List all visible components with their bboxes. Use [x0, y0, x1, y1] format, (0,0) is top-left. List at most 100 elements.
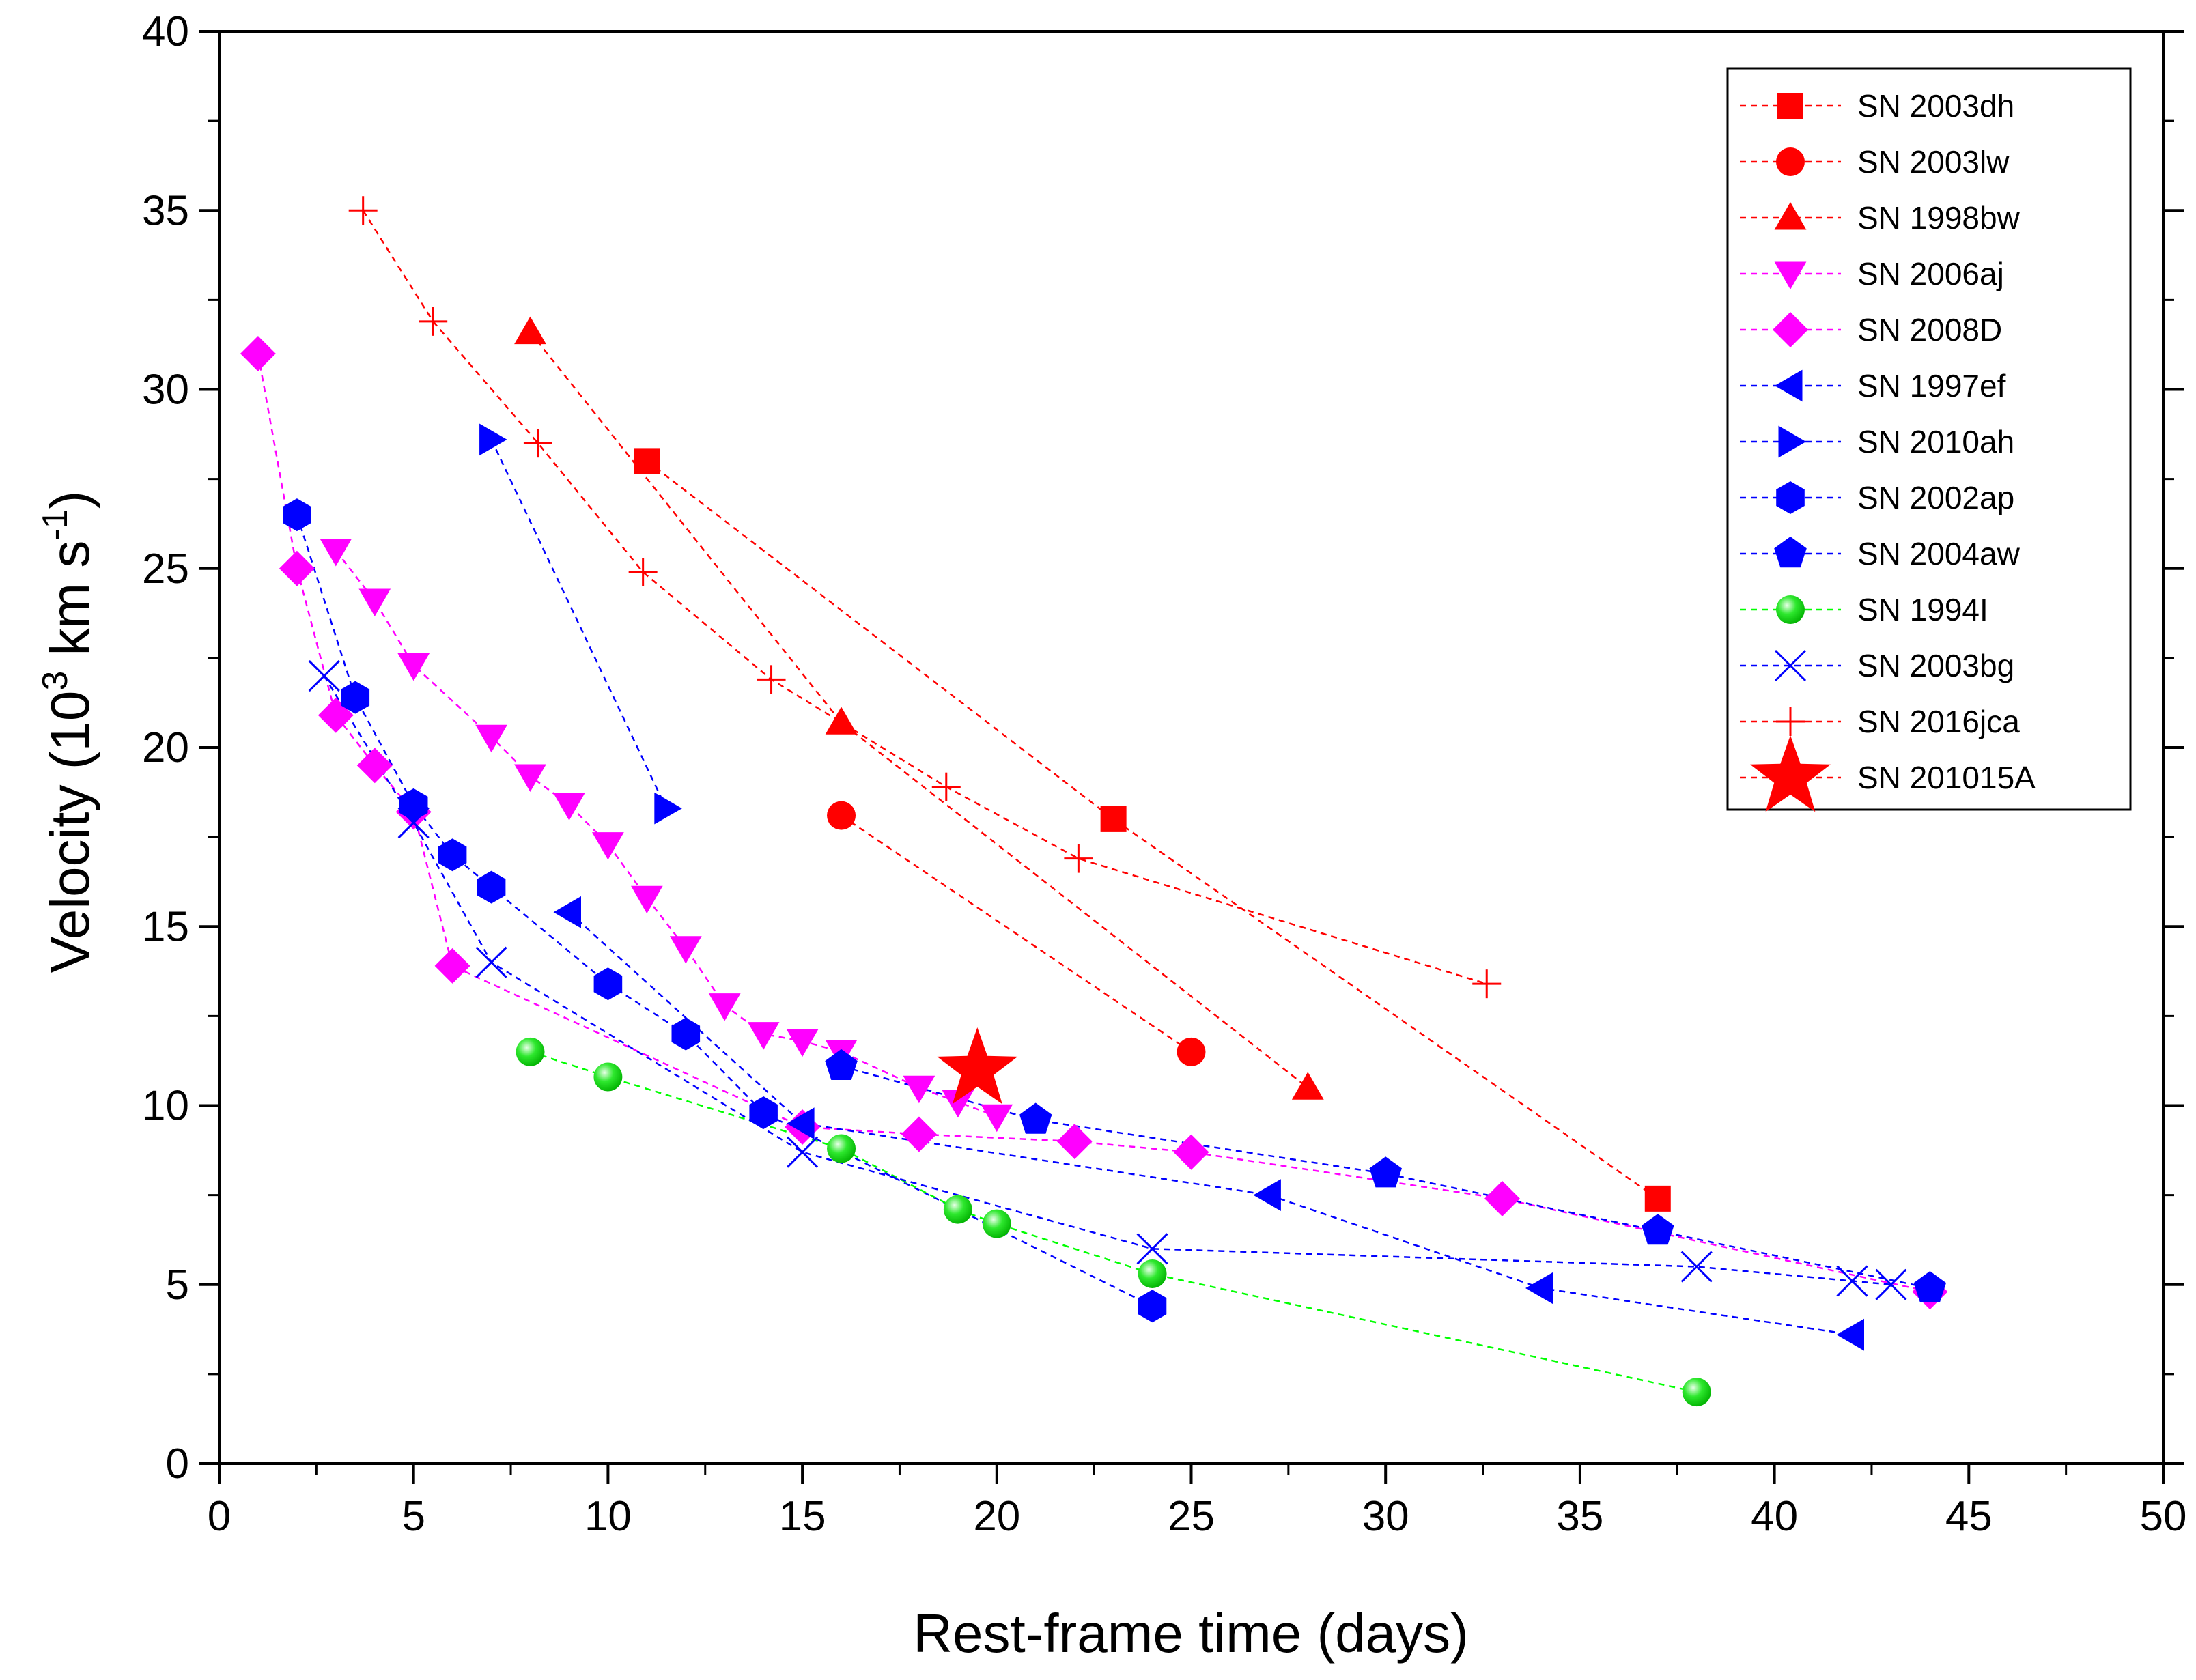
series-points-sn-1997ef — [553, 896, 1864, 1351]
legend-item-sn-201015a: SN 201015A — [1740, 735, 2036, 812]
data-point-sn-2006aj — [669, 936, 702, 964]
y-axis-title-end: ) — [40, 491, 100, 509]
data-point-sn-2002ap — [749, 1096, 778, 1129]
x-tick-label: 10 — [585, 1493, 632, 1540]
y-tick-label: 30 — [142, 367, 189, 414]
data-point-sn-2006aj — [747, 1022, 780, 1050]
data-point-sn-2003bg — [1136, 1233, 1168, 1265]
legend-marker-sn-1997ef — [1775, 369, 1803, 402]
data-point-sn-201015a — [937, 1027, 1018, 1105]
data-point-sn-1997ef — [1525, 1272, 1553, 1305]
legend: SN 2003dh SN 2003lw SN 1998bw SN 2006aj SN 2… — [1726, 67, 2132, 812]
y-axis-title: Velocity (103 km s-1) — [36, 491, 100, 973]
data-point-sn-1997ef — [1836, 1318, 1864, 1351]
data-point-sn-2003bg — [1680, 1251, 1713, 1283]
legend-item-sn-1994i: SN 1994I — [1740, 592, 1988, 627]
data-point-sn-2003bg — [787, 1136, 819, 1168]
data-point-sn-2006aj — [358, 588, 391, 616]
data-point-sn-1994i — [827, 1134, 856, 1163]
data-point-sn-2003dh — [1100, 806, 1127, 832]
series-points-sn-1994i — [516, 1037, 1711, 1407]
series-line-sn-2003lw — [841, 814, 1192, 1053]
legend-label-sn-2006aj: SN 2006aj — [1857, 256, 2004, 291]
legend-marker-sn-2003lw — [1776, 147, 1805, 176]
y-tick-label: 20 — [142, 724, 189, 771]
data-point-sn-2002ap — [283, 498, 311, 532]
data-point-sn-2010ah — [654, 792, 682, 825]
data-point-sn-2003dh — [1644, 1185, 1671, 1212]
series-points-sn-2003lw — [827, 801, 1206, 1066]
data-point-sn-1998bw — [514, 316, 546, 345]
data-point-sn-2016jca — [628, 557, 658, 586]
x-tick-label: 40 — [1751, 1493, 1798, 1540]
y-tick-label: 40 — [142, 8, 189, 55]
data-point-sn-2006aj — [942, 1090, 974, 1118]
data-point-sn-2016jca — [931, 772, 961, 801]
data-point-sn-1997ef — [553, 896, 581, 928]
data-point-sn-2004aw — [1642, 1214, 1674, 1245]
legend-label-sn-1994i: SN 1994I — [1857, 592, 1988, 627]
legend-marker-sn-201015a — [1750, 735, 1831, 812]
legend-marker-sn-2008d — [1773, 312, 1808, 347]
legend-marker-sn-2003dh — [1777, 93, 1803, 119]
series-line-sn-2003dh — [646, 460, 1659, 1199]
data-point-sn-2006aj — [320, 539, 352, 567]
legend-item-sn-2016jca: SN 2016jca — [1740, 704, 2020, 739]
data-point-sn-1994i — [516, 1037, 545, 1066]
data-point-sn-2003bg — [397, 807, 430, 839]
legend-item-sn-2003bg: SN 2003bg — [1740, 648, 2014, 683]
data-point-sn-2006aj — [981, 1104, 1013, 1133]
x-tick-label: 35 — [1556, 1493, 1603, 1540]
series-line-sn-1998bw — [529, 331, 1309, 1089]
data-point-sn-2008d — [434, 948, 470, 984]
data-point-sn-1994i — [593, 1062, 623, 1092]
legend-label-sn-1998bw: SN 1998bw — [1857, 200, 2021, 236]
legend-label-sn-2004aw: SN 2004aw — [1857, 536, 2021, 571]
series-points-sn-201015a — [937, 1027, 1018, 1105]
data-point-sn-2006aj — [592, 832, 624, 860]
series-line-sn-2008d — [257, 353, 1930, 1293]
series-line-sn-2006aj — [335, 550, 998, 1117]
y-tick-label: 10 — [142, 1083, 189, 1130]
x-tick-label: 5 — [402, 1493, 425, 1540]
series-line-sn-2003bg — [323, 675, 1891, 1286]
data-point-sn-2010ah — [479, 423, 507, 456]
data-point-sn-1997ef — [787, 1107, 815, 1140]
data-point-sn-1994i — [982, 1209, 1011, 1238]
series-points-sn-2006aj — [320, 539, 1013, 1133]
legend-label-sn-1997ef: SN 1997ef — [1857, 368, 2006, 403]
y-tick-label: 5 — [166, 1262, 189, 1309]
series-points-sn-2002ap — [283, 498, 1167, 1323]
series-points-sn-2010ah — [479, 423, 682, 825]
series-points-sn-2016jca — [348, 196, 1502, 999]
data-point-sn-2003bg — [1836, 1265, 1868, 1297]
data-point-sn-1998bw — [1291, 1072, 1324, 1100]
data-point-sn-1994i — [943, 1195, 972, 1224]
x-axis-title: Rest-frame time (days) — [913, 1603, 1468, 1664]
data-point-sn-2008d — [901, 1116, 937, 1152]
series-points-sn-2003bg — [308, 660, 1907, 1300]
y-axis-title-sup2: -1 — [36, 509, 75, 540]
data-point-sn-2008d — [240, 336, 276, 371]
data-point-sn-2006aj — [903, 1075, 935, 1104]
data-point-sn-2006aj — [708, 993, 741, 1021]
y-tick-label: 35 — [142, 187, 189, 234]
x-tick-label: 50 — [2140, 1493, 2187, 1540]
series-points-sn-1998bw — [514, 316, 1324, 1100]
y-axis-title-mid: km s — [40, 541, 100, 671]
data-point-sn-2016jca — [419, 307, 448, 336]
legend-label-sn-2003lw: SN 2003lw — [1857, 144, 2010, 180]
tick-labels: 0 5 10 15 20 25 30 35 40 45 50 0 5 10 15 20 25 30 35 40 — [142, 8, 2186, 1540]
legend-item-sn-2003dh: SN 2003dh — [1740, 88, 2014, 124]
data-point-sn-1997ef — [1253, 1179, 1281, 1211]
legend-marker-sn-1994i — [1776, 595, 1805, 624]
legend-item-sn-2010ah: SN 2010ah — [1740, 424, 2014, 459]
data-point-sn-2016jca — [348, 196, 378, 225]
data-point-sn-2003bg — [1875, 1268, 1907, 1300]
legend-item-sn-2008d: SN 2008D — [1740, 312, 2002, 347]
legend-label-sn-2003dh: SN 2003dh — [1857, 88, 2014, 124]
y-axis-title-main: Velocity (10 — [40, 691, 100, 973]
data-point-sn-2016jca — [1472, 969, 1502, 999]
series-points-sn-2003dh — [634, 448, 1671, 1212]
